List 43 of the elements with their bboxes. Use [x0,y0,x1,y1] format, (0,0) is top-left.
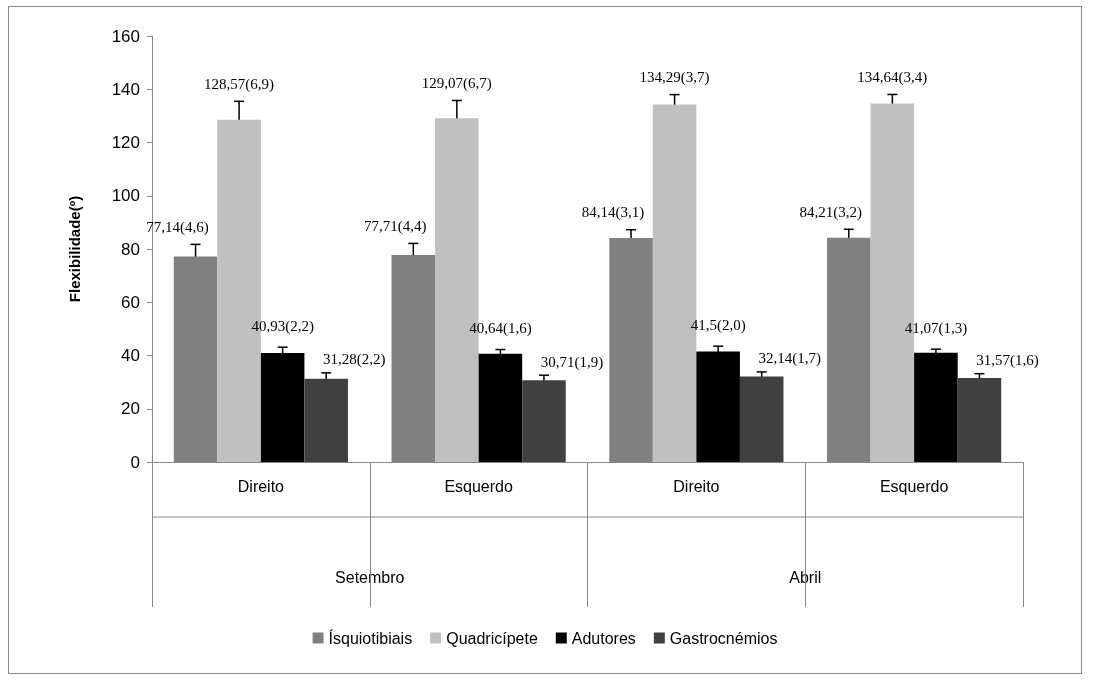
data-label: 84,14(3,1) [581,204,645,222]
data-label: 41,07(1,3) [904,319,968,337]
data-label: 40,93(2,2) [251,317,314,335]
y-tick-label: 60 [121,292,140,312]
data-label: 134,29(3,7) [639,69,710,87]
data-label: 31,57(1,6) [976,352,1039,370]
y-axis-title: Flexibilidade(º) [66,195,83,303]
bar [957,377,1002,462]
x-tick-label: Direito [237,477,285,495]
data-label: 31,28(2,2) [322,351,386,369]
bar [304,378,348,462]
data-label: 84,21(3,2) [799,203,863,221]
bar [914,352,958,462]
bar [739,376,784,462]
x-tick-label: Esquerdo [879,477,949,495]
legend-label: Adutores [571,629,636,647]
y-tick-label: 0 [130,452,140,472]
data-label: 128,57(6,9) [204,75,275,93]
data-label: 40,64(1,6) [469,320,532,338]
y-tick-label: 120 [111,133,140,152]
y-tick-label: 100 [111,186,140,206]
bar [522,380,566,462]
y-tick-label: 140 [111,79,140,99]
data-label: 129,07(6,7) [421,75,492,93]
x-tick-label: Esquerdo [444,477,513,495]
data-label: 32,14(1,7) [758,350,821,368]
data-label: 41,5(2,0) [690,316,746,334]
data-label: 30,71(1,9) [540,353,604,371]
y-tick-label: 80 [121,239,140,259]
x-tick-label: Direito [673,477,720,495]
legend-label: Quadricípete [446,629,538,647]
y-tick-label: 40 [121,346,140,365]
y-tick-label: 160 [111,26,140,46]
text: Abril [789,568,822,586]
bar [478,353,523,462]
legend-label: Gastrocnémios [669,629,778,647]
data-label: 134,64(3,4) [857,68,928,86]
legend-label: Ísquiotibiais [328,628,413,647]
y-tick-label: 20 [121,399,140,419]
data-label: 77,14(4,6) [146,218,209,236]
text: Setembro [335,568,405,586]
data-label: 77,71(4,4) [364,217,427,235]
bar [696,351,740,462]
